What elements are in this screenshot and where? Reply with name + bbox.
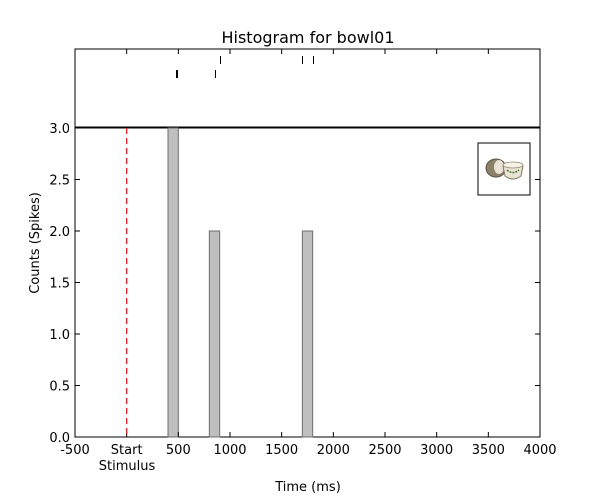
y-tick-label-1: 0.5	[49, 380, 70, 395]
x-tick-label-3: 1000	[213, 443, 246, 458]
bowl-rim-icon	[502, 161, 524, 169]
stimulus-label: Stimulus	[99, 459, 156, 474]
y-tick-label-4: 2.0	[49, 225, 70, 240]
y-axis-label: Counts (Spikes)	[28, 192, 43, 294]
histogram-bar-1	[167, 127, 179, 438]
bowl-thumbnail	[477, 142, 531, 196]
histogram-bars	[167, 127, 314, 438]
histogram-bar-3	[301, 230, 314, 438]
y-tick-label-2: 1.0	[49, 328, 70, 343]
x-tick-label-8: 3500	[472, 443, 505, 458]
x-tick-label-0: -500	[60, 443, 90, 458]
bowl-left-inner-icon	[494, 160, 504, 174]
chart-title: Histogram for bowl01	[221, 28, 394, 47]
x-tick-label-6: 2500	[368, 443, 401, 458]
x-tick-label-2: 500	[166, 443, 191, 458]
y-tick-label-3: 1.5	[49, 277, 70, 292]
x-tick-label-5: 2000	[317, 443, 350, 458]
x-tick-label-7: 3000	[420, 443, 453, 458]
axis-ticks: -500 Start 500 1000 1500 2000 2500 3000 3500 4000…	[49, 49, 557, 458]
x-axis-label: Time (ms)	[274, 480, 341, 495]
y-tick-label-6: 3.0	[49, 122, 70, 137]
raster-panel	[176, 56, 314, 78]
x-tick-label-9: 4000	[523, 443, 556, 458]
x-tick-label-4: 1500	[265, 443, 298, 458]
y-tick-label-0: 0.0	[49, 431, 70, 446]
histogram-bar-2	[208, 230, 221, 438]
y-tick-label-5: 2.5	[49, 174, 70, 189]
bowl-pattern-icon	[506, 169, 520, 174]
x-tick-label-1: Start	[111, 443, 143, 458]
